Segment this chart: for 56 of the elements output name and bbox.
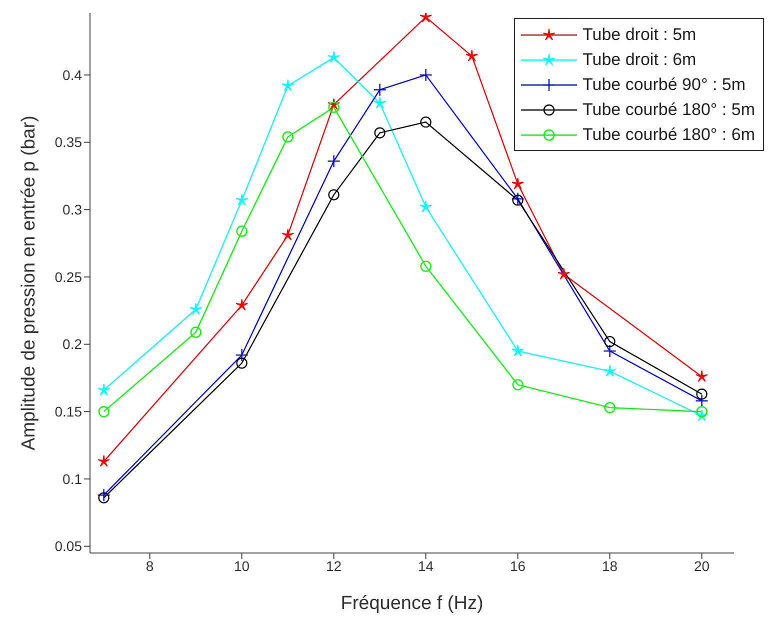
x-tick-label: 14	[418, 558, 434, 574]
x-tick-label: 18	[602, 558, 618, 574]
point	[420, 260, 432, 272]
point	[190, 326, 202, 338]
point	[98, 492, 110, 504]
point	[98, 406, 110, 418]
point	[696, 370, 708, 382]
x-axis-title: Fréquence f (Hz)	[340, 593, 484, 614]
point	[420, 13, 432, 22]
point	[696, 388, 708, 400]
point	[98, 454, 110, 467]
point	[604, 336, 616, 348]
legend-label: Tube droit : 5m	[582, 24, 696, 44]
y-tick-label: 0.2	[62, 336, 82, 352]
point	[604, 402, 616, 414]
point	[512, 379, 524, 390]
legend-label: Tube courbé 180° : 6m	[582, 124, 755, 144]
point	[512, 178, 524, 190]
point	[236, 358, 248, 369]
x-tick-label: 16	[510, 558, 526, 574]
y-tick-label: 0.3	[62, 202, 82, 218]
point	[190, 302, 202, 315]
point	[696, 406, 708, 418]
y-tick-label: 0.4	[62, 66, 82, 83]
point	[236, 298, 248, 311]
x-tick-label: 8	[146, 558, 154, 574]
y-tick-label: 0.05	[54, 538, 82, 554]
y-tick-label: 0.1	[62, 470, 82, 487]
point	[282, 228, 294, 241]
legend-label: Tube courbé 180° : 5m	[582, 100, 755, 120]
point	[328, 189, 340, 200]
legend-label: Tube droit : 6m	[582, 50, 696, 70]
x-tick-label: 20	[694, 558, 710, 574]
point	[236, 226, 248, 237]
point	[236, 194, 248, 206]
legend-label: Tube courbé 90° : 5m	[582, 74, 746, 94]
point	[374, 96, 386, 109]
point	[466, 50, 478, 62]
point	[558, 268, 570, 280]
point	[328, 50, 340, 63]
point	[604, 364, 616, 377]
point	[282, 131, 294, 142]
x-tick-label: 12	[326, 558, 342, 574]
point	[98, 384, 110, 396]
y-axis-title: Amplitude de pression en entrée p (bar)	[18, 116, 40, 450]
y-tick-label: 0.15	[54, 404, 82, 420]
y-tick-label: 0.35	[54, 134, 82, 150]
point	[512, 194, 524, 206]
y-tick-label: 0.25	[54, 268, 82, 285]
point	[282, 79, 294, 92]
point	[328, 102, 340, 113]
point	[420, 116, 432, 128]
point	[374, 127, 386, 138]
x-tick-label: 10	[234, 558, 250, 574]
point	[512, 344, 524, 356]
point	[420, 200, 432, 212]
